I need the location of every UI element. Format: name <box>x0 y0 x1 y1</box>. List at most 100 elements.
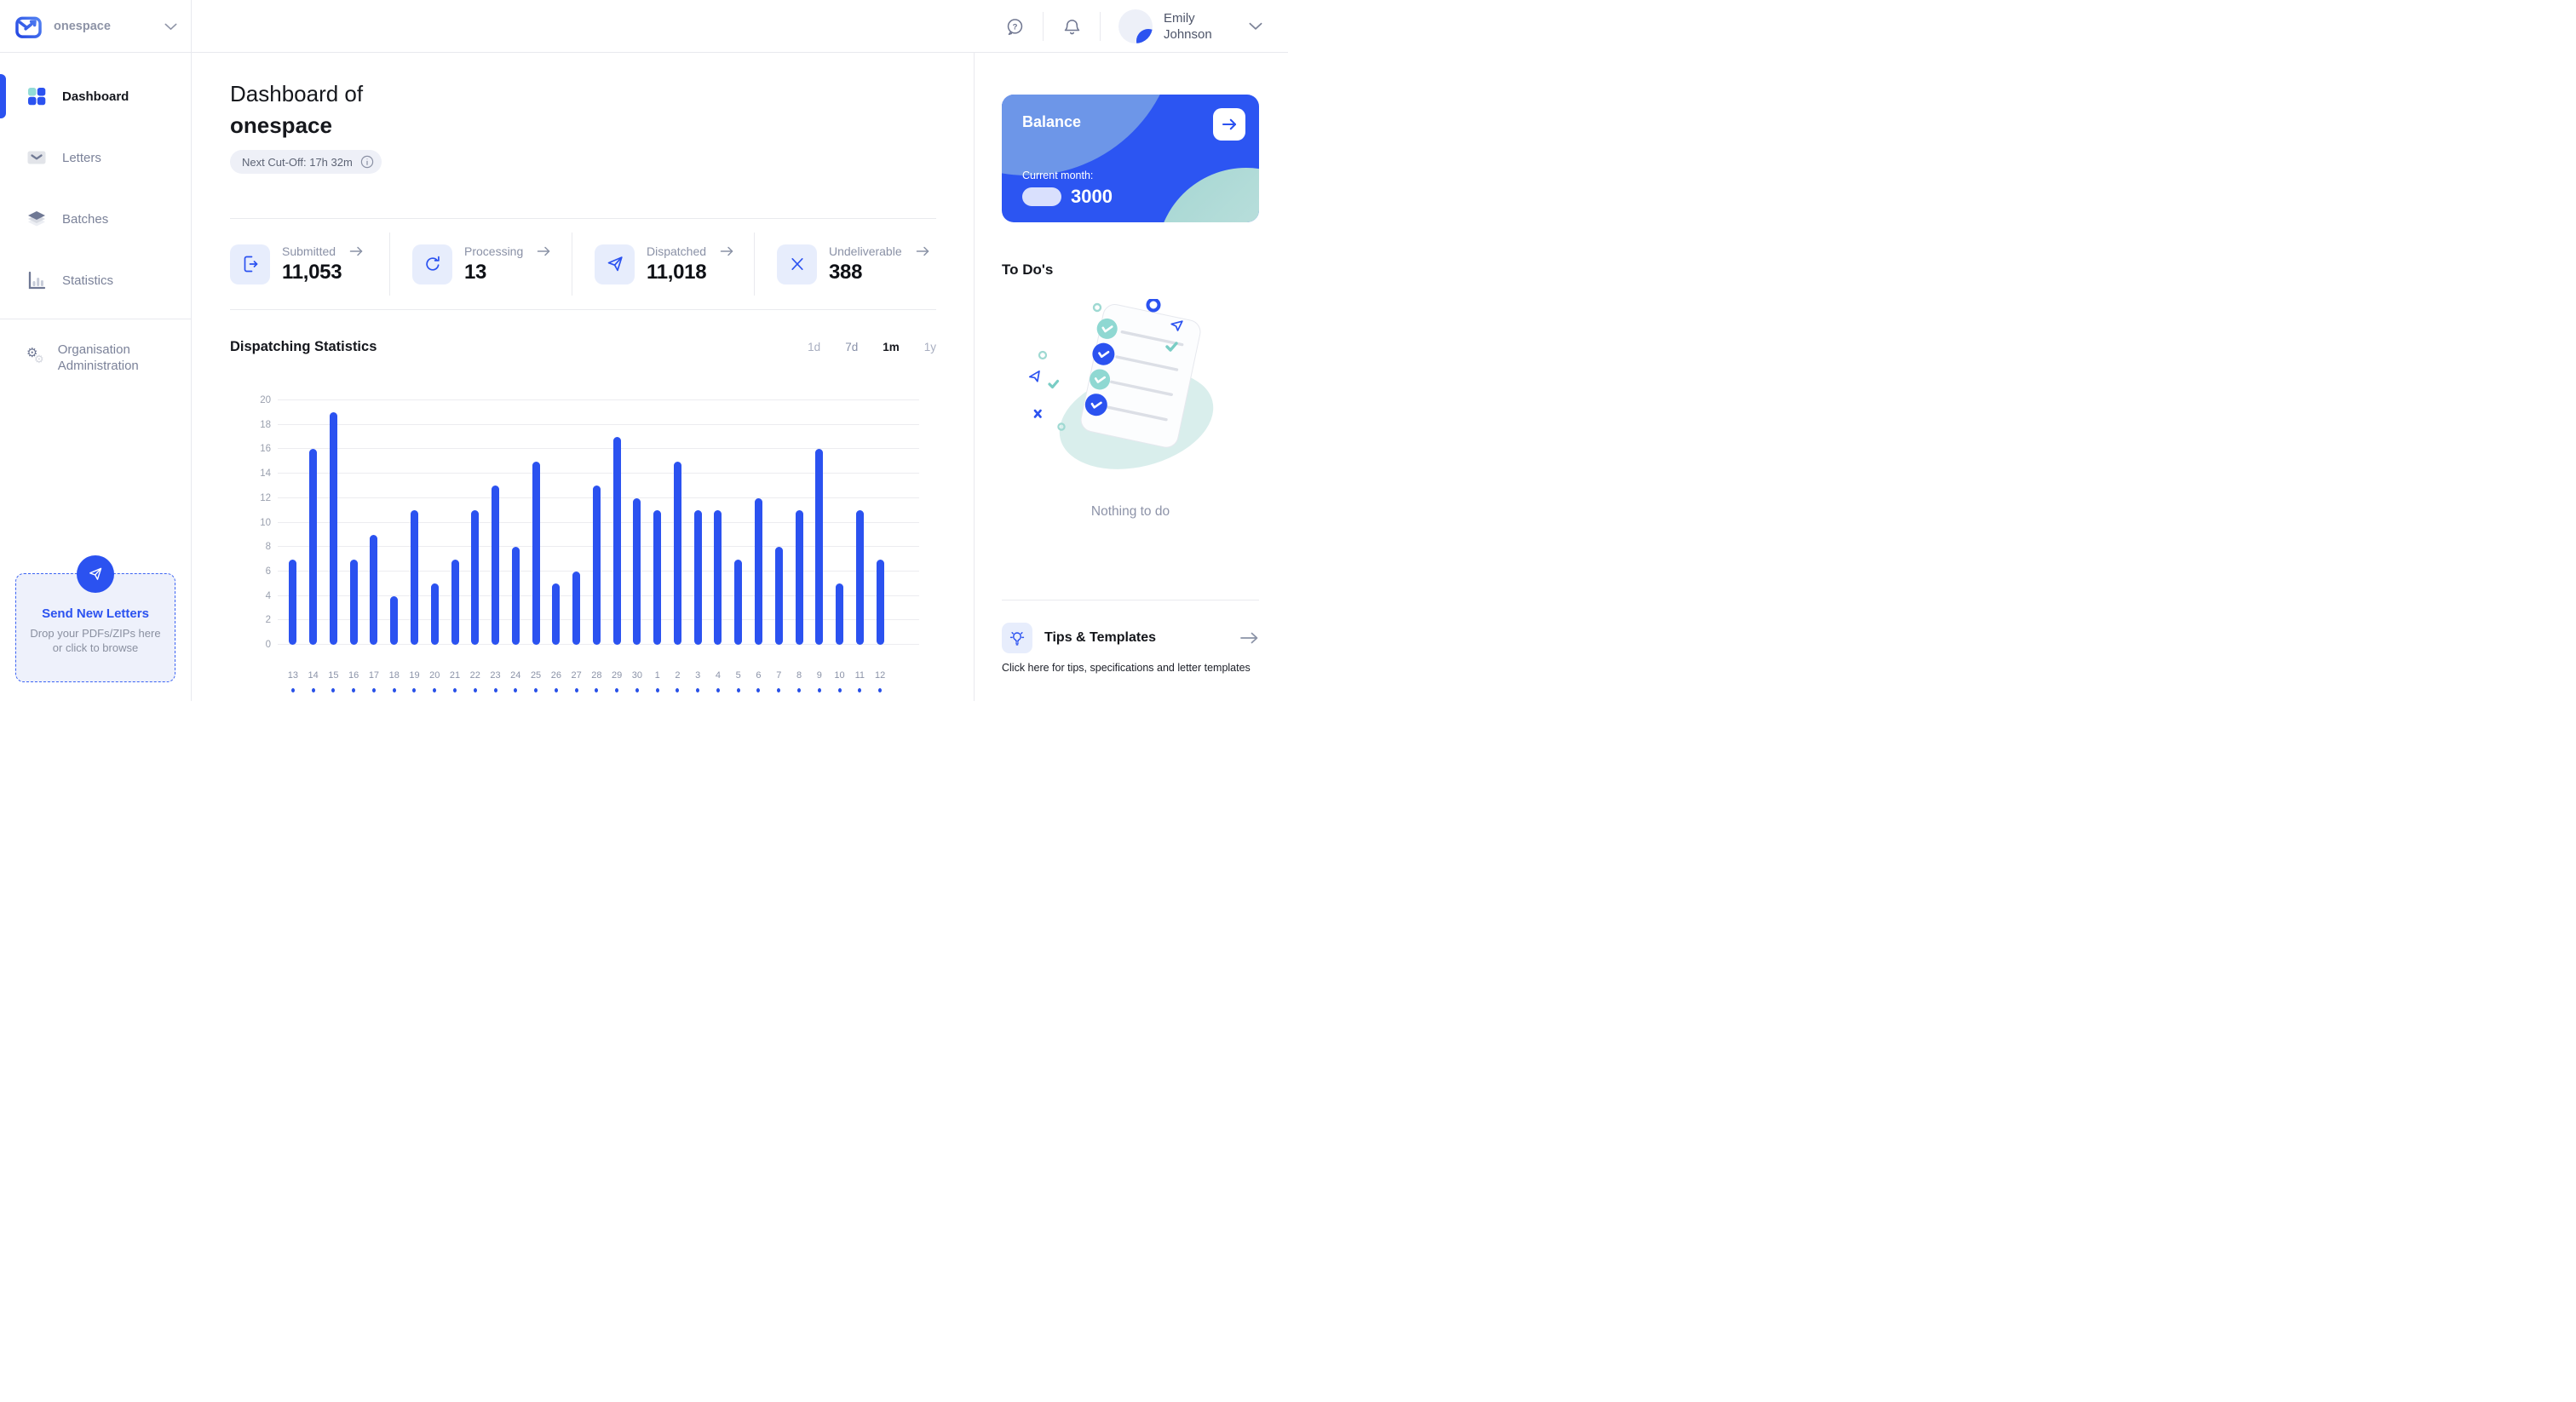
x-tick-label: 5 <box>735 670 741 681</box>
bar[interactable] <box>815 449 824 645</box>
x-tick-dot <box>554 688 558 692</box>
range-selector: 1d 7d 1m 1y <box>808 341 936 353</box>
sidebar-item-dashboard[interactable]: Dashboard <box>0 73 191 119</box>
bar[interactable] <box>349 559 358 645</box>
avatar[interactable] <box>1118 9 1153 43</box>
x-tick-dot-cell <box>789 688 809 692</box>
sidebar-item-organisation-administration[interactable]: ⚙ ⚙ Organisation Administration <box>0 330 191 386</box>
bar[interactable] <box>492 486 500 645</box>
x-tick-label: 11 <box>854 670 865 681</box>
bar[interactable] <box>532 461 540 645</box>
stat-texts: Dispatched 11,018 <box>647 244 734 284</box>
stat-undeliverable[interactable]: Undeliverable 388 <box>754 233 936 296</box>
sidebar: Dashboard Letters Batches Statistics ⚙ ⚙ Organ… <box>0 53 192 701</box>
stat-label-row: Submitted <box>282 244 364 258</box>
bar[interactable] <box>471 510 480 645</box>
send-letters-dropzone[interactable]: Send New Letters Drop your PDFs/ZIPs her… <box>15 555 175 682</box>
bar-column <box>364 400 384 645</box>
chart-header: Dispatching Statistics 1d 7d 1m 1y <box>230 339 936 355</box>
org-switcher[interactable]: onespace <box>0 0 192 53</box>
sidebar-item-statistics[interactable]: Statistics <box>0 257 191 303</box>
x-tick-label: 27 <box>571 670 582 681</box>
user-menu-chevron-icon[interactable] <box>1249 22 1262 31</box>
y-axis-label: 14 <box>260 468 271 480</box>
bar-column <box>405 400 425 645</box>
bar[interactable] <box>734 559 743 645</box>
balance-arrow-button[interactable] <box>1213 108 1245 141</box>
bar[interactable] <box>855 510 864 645</box>
x-tick-dot-cell <box>445 688 465 692</box>
bar[interactable] <box>795 510 803 645</box>
bar[interactable] <box>329 412 337 645</box>
bar[interactable] <box>836 583 844 645</box>
page-title-prefix: Dashboard of <box>230 81 364 106</box>
stat-value: 11,053 <box>282 260 342 284</box>
x-tick-dot <box>635 688 639 692</box>
bar[interactable] <box>289 559 297 645</box>
bar[interactable] <box>430 583 439 645</box>
stat-value: 13 <box>464 260 487 284</box>
x-tick-label: 15 <box>328 670 339 681</box>
sidebar-item-batches[interactable]: Batches <box>0 196 191 242</box>
sidebar-nav: Dashboard Letters Batches Statistics ⚙ ⚙ Organ… <box>0 53 191 386</box>
bar[interactable] <box>876 559 884 645</box>
bar-column <box>768 400 789 645</box>
bar[interactable] <box>410 510 418 645</box>
stat-texts: Processing 13 <box>464 244 551 284</box>
x-tick-label: 19 <box>409 670 420 681</box>
notifications-bell-icon[interactable] <box>1061 16 1082 37</box>
info-icon[interactable] <box>360 155 374 169</box>
stat-submitted[interactable]: Submitted 11,053 <box>230 233 389 296</box>
bar[interactable] <box>572 571 581 645</box>
x-tick-dot-cell <box>303 688 324 692</box>
help-icon[interactable]: ? <box>1004 16 1025 37</box>
x-tick-label: 7 <box>776 670 782 681</box>
x-tick-dot-cell <box>708 688 728 692</box>
x-tick-dot <box>837 688 842 692</box>
bar[interactable] <box>714 510 722 645</box>
x-tick-dot-cell <box>526 688 546 692</box>
gridline <box>278 399 919 400</box>
sidebar-item-letters[interactable]: Letters <box>0 135 191 181</box>
stat-processing[interactable]: Processing 13 <box>389 233 572 296</box>
bar[interactable] <box>552 583 561 645</box>
gridline <box>278 423 919 425</box>
x-tick-dot <box>433 688 437 692</box>
bar[interactable] <box>673 461 681 645</box>
stat-dispatched[interactable]: Dispatched 11,018 <box>572 233 754 296</box>
bar[interactable] <box>511 547 520 645</box>
x-tick-dot-cell <box>586 688 607 692</box>
x-tick-dot <box>574 688 578 692</box>
bar-column <box>526 400 546 645</box>
bar[interactable] <box>612 437 621 645</box>
bar-column <box>647 400 668 645</box>
range-1y[interactable]: 1y <box>923 341 936 353</box>
x-tick-dot-cell <box>283 688 303 692</box>
range-7d[interactable]: 7d <box>845 341 859 353</box>
bar-column <box>343 400 364 645</box>
dashboard-icon <box>26 85 48 107</box>
x-tick-label: 21 <box>449 670 461 681</box>
x-tick-dot-cell <box>343 688 364 692</box>
bar[interactable] <box>370 534 378 645</box>
bar[interactable] <box>653 510 662 645</box>
bar[interactable] <box>693 510 702 645</box>
range-1d[interactable]: 1d <box>808 341 821 353</box>
range-1m[interactable]: 1m <box>883 341 900 353</box>
bar[interactable] <box>451 559 459 645</box>
bar[interactable] <box>754 497 762 645</box>
bar[interactable] <box>633 497 641 645</box>
bar[interactable] <box>592 486 601 645</box>
bar[interactable] <box>309 449 318 645</box>
lightbulb-icon <box>1002 623 1032 653</box>
bar[interactable] <box>774 547 783 645</box>
tips-link[interactable]: Tips & Templates <box>1002 623 1259 653</box>
balance-card[interactable]: Balance Current month: 3000 <box>1002 95 1259 222</box>
bar[interactable] <box>390 595 399 645</box>
refresh-icon <box>412 244 452 284</box>
bar-column <box>830 400 850 645</box>
y-axis-label: 4 <box>265 590 271 601</box>
x-tick-label: 18 <box>388 670 400 681</box>
stat-value: 11,018 <box>647 260 707 284</box>
top-bar: onespace ? Emily Johns <box>0 0 1288 53</box>
